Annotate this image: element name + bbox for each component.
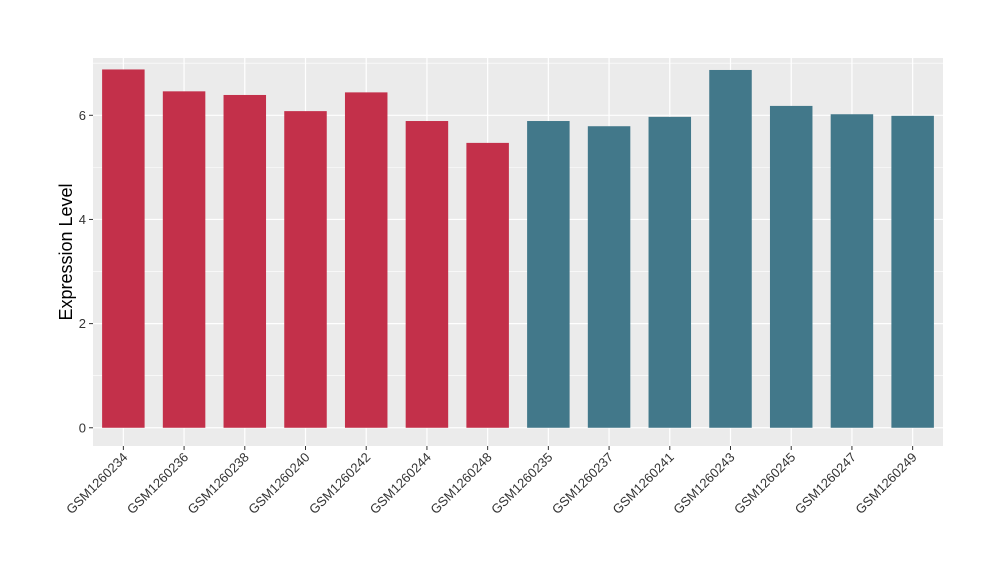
bar-GSM1260249	[891, 115, 934, 428]
bar-GSM1260244	[405, 121, 449, 428]
y-axis: 0 2 4 6	[79, 108, 93, 435]
x-tick-label: GSM1260243	[670, 450, 737, 517]
bar-GSM1260238	[223, 94, 267, 428]
bar-GSM1260242	[344, 92, 388, 428]
bar-GSM1260240	[284, 111, 327, 428]
x-tick-label: GSM1260249	[852, 450, 919, 517]
bar-GSM1260245	[769, 105, 813, 428]
x-tick-label: GSM1260247	[792, 450, 859, 517]
bar-GSM1260236	[162, 91, 206, 428]
x-tick-label: GSM1260242	[306, 450, 373, 517]
x-tick-label: GSM1260248	[427, 450, 494, 517]
bar-GSM1260248	[466, 142, 509, 428]
x-axis: GSM1260234GSM1260236GSM1260238GSM1260240…	[63, 446, 920, 517]
bar-GSM1260237	[587, 126, 631, 428]
y-tick-label: 6	[79, 108, 86, 123]
plot-panel	[93, 58, 943, 446]
bar-GSM1260235	[527, 121, 570, 428]
y-axis-title: Expression Level	[56, 183, 76, 320]
x-tick-label: GSM1260235	[488, 450, 555, 517]
x-tick-label: GSM1260240	[245, 450, 312, 517]
x-tick-label: GSM1260237	[549, 450, 616, 517]
y-tick-label: 2	[79, 316, 86, 331]
x-tick-label: GSM1260244	[367, 450, 434, 517]
bars	[102, 69, 934, 428]
x-tick-label: GSM1260234	[63, 450, 130, 517]
x-tick-label: GSM1260245	[731, 450, 798, 517]
bar-GSM1260247	[830, 114, 874, 428]
x-tick-label: GSM1260241	[610, 450, 677, 517]
bar-GSM1260241	[648, 116, 692, 428]
x-tick-label: GSM1260238	[185, 450, 252, 517]
bar-GSM1260234	[102, 69, 145, 428]
y-tick-label: 4	[79, 212, 86, 227]
y-tick-label: 0	[79, 420, 86, 435]
x-tick-label: GSM1260236	[124, 450, 191, 517]
bar-GSM1260243	[709, 69, 752, 428]
